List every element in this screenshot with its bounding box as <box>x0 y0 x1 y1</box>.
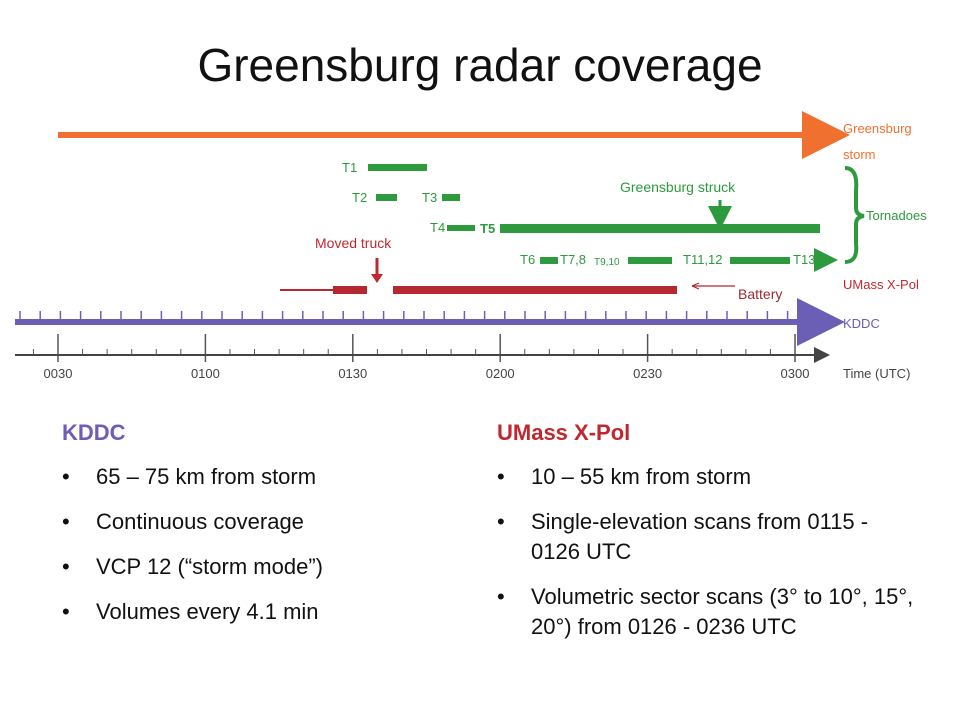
time-tick-label: 0300 <box>781 366 810 381</box>
tornado-label: T11,12 <box>683 252 723 267</box>
time-tick-label: 0200 <box>486 366 515 381</box>
column: UMass X-Pol 10 – 55 km from storm Single-… <box>497 420 917 657</box>
tornado-label: T4 <box>430 220 445 235</box>
tornado-label: T9,10 <box>594 257 620 268</box>
storm-label: storm <box>843 147 876 162</box>
tornado-label: T7,8 <box>560 252 586 267</box>
bullet: Continuous coverage <box>62 507 462 537</box>
time-tick-label: 0030 <box>44 366 73 381</box>
tornado-label: T2 <box>352 190 367 205</box>
bullet-list: 10 – 55 km from storm Single-elevation sc… <box>497 462 917 642</box>
storm-label: Greensburg <box>843 121 912 136</box>
slide-title: Greensburg radar coverage <box>197 39 763 91</box>
xpol-bar <box>333 286 367 294</box>
column-heading: KDDC <box>62 420 126 445</box>
tornado-brace <box>844 166 865 264</box>
column-heading: UMass X-Pol <box>497 420 631 445</box>
time-axis-title: Time (UTC) <box>843 366 910 381</box>
tornado-bar <box>447 225 475 231</box>
bullet: 65 – 75 km from storm <box>62 462 462 492</box>
tornado-label: T5 <box>480 221 495 236</box>
time-axis: 0030 0100 0130 0200 0230 0300 <box>32 334 810 381</box>
time-tick-label: 0100 <box>191 366 220 381</box>
bullet: Volumes every 4.1 min <box>62 597 462 627</box>
xpol-bar <box>393 286 677 294</box>
bullet: VCP 12 (“storm mode”) <box>62 552 462 582</box>
struck-annotation: Greensburg struck <box>620 179 736 195</box>
tornado-bar <box>442 194 460 201</box>
kddc-label: KDDC <box>843 316 880 331</box>
tornado-label: T3 <box>422 190 437 205</box>
bullet: Volumetric sector scans (3° to 10°, 15°,… <box>497 582 917 642</box>
bullet: 10 – 55 km from storm <box>497 462 917 492</box>
tornado-bar <box>628 257 672 264</box>
tornado-group: T1 T2 T3 T4 T5 T6 T7,8 T9,10 T11,12 T13 <box>342 160 838 272</box>
tornado-bar <box>376 194 397 201</box>
tornado-bar <box>730 257 790 264</box>
bullet: Single-elevation scans from 0115 - 0126 … <box>497 507 917 567</box>
tornado-bar <box>500 224 820 233</box>
timeline-diagram: Greensburg storm T1 T2 T3 T4 T5 T6 T7,8 … <box>15 111 927 381</box>
tornado-label: T1 <box>342 160 357 175</box>
tornado-label: T13 <box>793 252 815 267</box>
column: KDDC 65 – 75 km from storm Continuous cov… <box>62 420 462 642</box>
moved-arrowhead <box>371 274 383 283</box>
bullet-list: 65 – 75 km from storm Continuous coverage… <box>62 462 462 627</box>
time-tick-label: 0230 <box>633 366 662 381</box>
tornadoes-label: Tornadoes <box>866 208 927 223</box>
moved-annotation: Moved truck <box>315 235 392 251</box>
battery-arrowhead <box>691 282 700 290</box>
xpol-label: UMass X-Pol <box>843 277 919 292</box>
battery-annotation: Battery <box>738 286 782 302</box>
tornado-bar <box>368 164 427 171</box>
tornado-label: T6 <box>520 252 535 267</box>
time-tick-label: 0130 <box>338 366 367 381</box>
tornado-bar <box>540 257 558 264</box>
